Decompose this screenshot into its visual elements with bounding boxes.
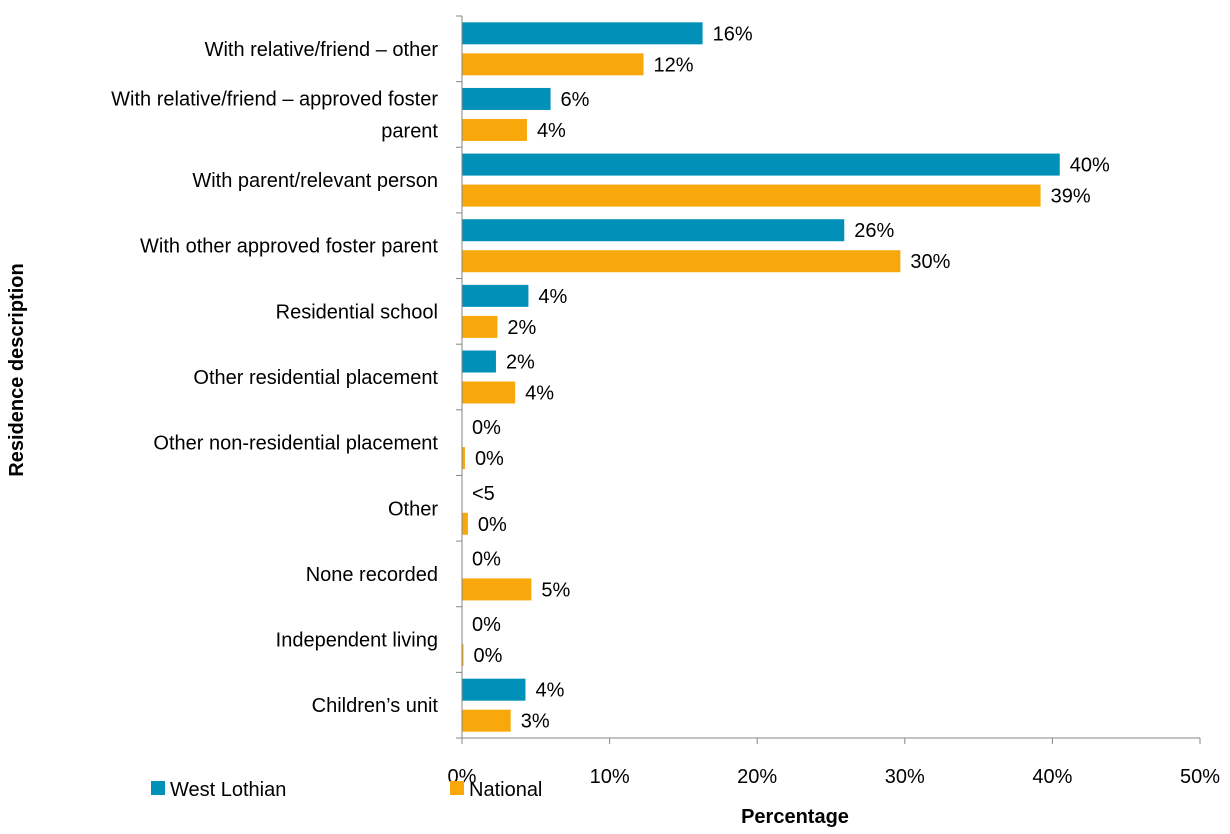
category-label: With parent/relevant person	[192, 170, 438, 192]
axes-group	[461, 16, 1200, 739]
data-label-west-lothian: 0%	[472, 614, 501, 636]
data-label-west-lothian: 4%	[538, 286, 567, 308]
bar-west-lothian	[462, 678, 526, 701]
bar-national	[462, 644, 464, 667]
data-label-national: 0%	[478, 514, 507, 536]
bar-national	[462, 512, 468, 535]
data-label-west-lothian: 0%	[472, 417, 501, 439]
x-tick-label: 10%	[590, 766, 630, 788]
data-label-national: 3%	[521, 711, 550, 733]
data-label-west-lothian: 26%	[854, 220, 894, 242]
bars-group	[462, 22, 1060, 732]
bar-national	[462, 578, 532, 601]
bar-national	[462, 381, 516, 404]
data-label-west-lothian: <5	[472, 483, 495, 505]
data-label-west-lothian: 4%	[535, 680, 564, 702]
category-label: With other approved foster parent	[140, 236, 438, 258]
x-tick-label: 30%	[885, 766, 925, 788]
category-label: None recorded	[306, 564, 438, 586]
bar-west-lothian	[462, 153, 1060, 176]
bar-west-lothian	[462, 87, 551, 110]
category-label: parent	[381, 120, 438, 142]
category-label: Independent living	[276, 630, 438, 652]
bar-west-lothian	[462, 284, 529, 307]
bar-national	[462, 447, 465, 470]
data-label-national: 2%	[507, 317, 536, 339]
bar-west-lothian	[462, 219, 845, 242]
category-label: Other non-residential placement	[153, 433, 438, 455]
x-axis-title: Percentage	[741, 806, 849, 828]
legend-swatch-national	[450, 781, 464, 795]
data-label-national: 4%	[537, 120, 566, 142]
bar-west-lothian	[462, 350, 496, 373]
category-label: Children’s unit	[312, 695, 439, 717]
value-labels-group: 16%12%6%4%40%39%26%30%4%2%2%4%0%0%<50%0%…	[472, 23, 1110, 732]
data-label-west-lothian: 16%	[713, 23, 753, 45]
category-label: Residential school	[276, 301, 438, 323]
legend-label-national: National	[469, 779, 542, 801]
y-axis-title: Residence description	[6, 263, 28, 476]
legend-swatch-west-lothian	[151, 781, 165, 795]
x-ticks-group: 0% 10% 20% 30% 40% 50%	[448, 738, 1220, 788]
x-tick-label: 50%	[1180, 766, 1220, 788]
data-label-west-lothian: 6%	[561, 89, 590, 111]
category-label: With relative/friend – other	[205, 39, 439, 61]
category-labels-group: With relative/friend – other With relativ…	[111, 15, 462, 739]
data-label-west-lothian: 0%	[472, 548, 501, 570]
data-label-national: 4%	[525, 383, 554, 405]
category-label: Other residential placement	[193, 367, 438, 389]
bar-national	[462, 709, 511, 732]
data-label-west-lothian: 2%	[506, 352, 535, 374]
bar-national	[462, 118, 527, 141]
data-label-west-lothian: 40%	[1070, 155, 1110, 177]
legend: West Lothian National	[151, 779, 542, 801]
legend-label-west-lothian: West Lothian	[170, 779, 286, 801]
bar-national	[462, 315, 498, 338]
data-label-national: 0%	[473, 645, 502, 667]
bar-national	[462, 53, 644, 76]
data-label-national: 0%	[475, 448, 504, 470]
bar-west-lothian	[462, 22, 703, 45]
x-tick-label: 40%	[1032, 766, 1072, 788]
x-tick-label: 20%	[737, 766, 777, 788]
category-label: With relative/friend – approved foster	[111, 88, 438, 110]
data-label-national: 39%	[1051, 186, 1091, 208]
data-label-national: 5%	[541, 579, 570, 601]
data-label-national: 12%	[654, 54, 694, 76]
data-label-national: 30%	[910, 251, 950, 273]
category-label: Other	[388, 498, 438, 520]
bar-national	[462, 250, 901, 273]
bar-national	[462, 184, 1041, 207]
